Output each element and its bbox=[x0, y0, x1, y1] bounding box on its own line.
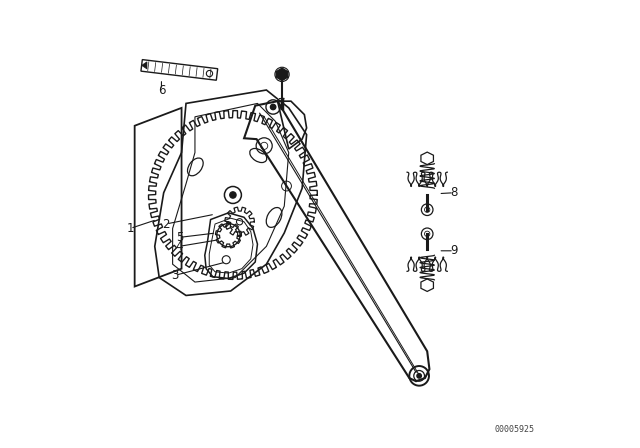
Text: 4: 4 bbox=[175, 240, 183, 253]
Circle shape bbox=[230, 192, 236, 198]
Text: 1: 1 bbox=[127, 222, 134, 235]
Text: 3: 3 bbox=[171, 269, 179, 282]
Text: 6: 6 bbox=[157, 83, 165, 96]
Text: 00005925: 00005925 bbox=[494, 425, 534, 434]
Polygon shape bbox=[276, 68, 288, 81]
Circle shape bbox=[417, 374, 421, 378]
Text: 5: 5 bbox=[175, 231, 183, 244]
Text: 9: 9 bbox=[450, 244, 458, 257]
Text: 2: 2 bbox=[162, 217, 170, 231]
Text: 7: 7 bbox=[278, 97, 286, 110]
Text: 8: 8 bbox=[451, 186, 458, 199]
Circle shape bbox=[271, 104, 276, 110]
Polygon shape bbox=[141, 62, 147, 69]
